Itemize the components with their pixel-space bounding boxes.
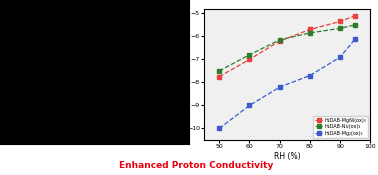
Text: Enhanced Proton Conductivity: Enhanced Proton Conductivity [119,161,274,170]
Legend: H₂DAB-MgNi(ox)₃, H₂DAB-Ni₂(ox)₃, H₂DAB-Mg₂(ox)₃: H₂DAB-MgNi(ox)₃, H₂DAB-Ni₂(ox)₃, H₂DAB-M… [313,116,368,138]
X-axis label: RH (%): RH (%) [274,152,301,161]
Y-axis label: Log(σ / S cm⁻¹): Log(σ / S cm⁻¹) [177,48,184,101]
